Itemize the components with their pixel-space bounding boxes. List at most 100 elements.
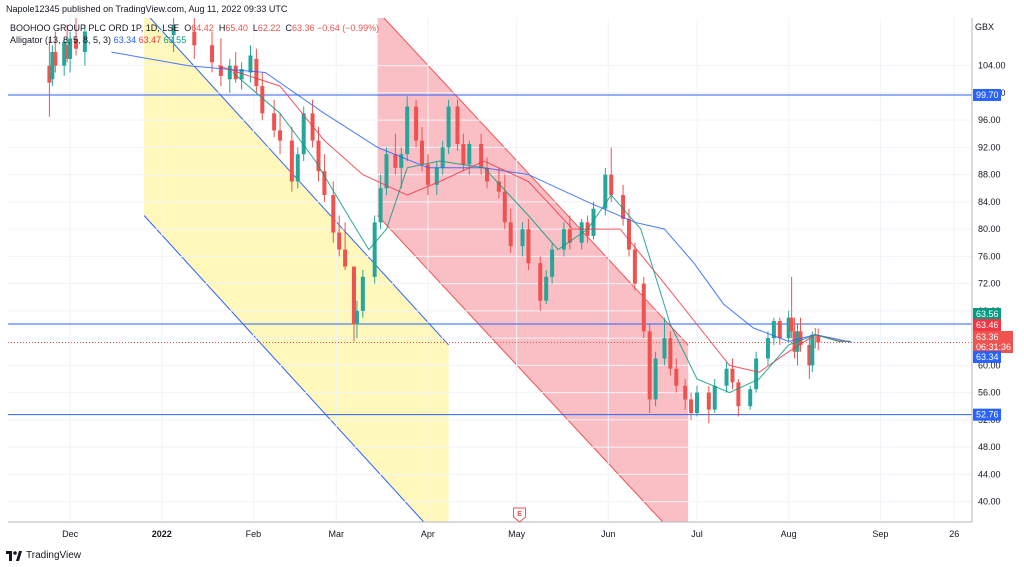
hline-price-bg	[973, 88, 1001, 101]
candle	[736, 378, 741, 417]
y-tick-label: 40.00	[978, 497, 1001, 507]
candle	[810, 331, 815, 373]
candle	[626, 208, 631, 257]
candle-body	[331, 195, 336, 233]
symbol-name: BOOHOO GROUP PLC ORD 1P, 1D, LSE	[10, 23, 180, 33]
candle	[748, 385, 753, 410]
candle	[233, 52, 238, 83]
candle	[360, 270, 365, 318]
footer-brand[interactable]: TradingView	[6, 550, 81, 561]
candle	[378, 174, 383, 230]
candle	[502, 174, 507, 230]
candle	[771, 317, 776, 345]
hline-price-label: 52.76	[973, 408, 1001, 421]
candle	[446, 99, 451, 155]
candle-body	[337, 232, 342, 250]
candle-body	[399, 154, 404, 168]
candle-body	[351, 266, 356, 325]
candle-body	[378, 188, 383, 223]
channel-red-bottom	[377, 215, 664, 522]
candle	[706, 385, 711, 424]
hline-price-label: 99.70	[973, 88, 1001, 101]
candle-body	[419, 140, 424, 165]
candle-body	[689, 399, 694, 414]
candle	[467, 140, 472, 175]
candle	[210, 31, 215, 73]
candle	[550, 242, 555, 284]
hline-price-text: 52.76	[976, 410, 999, 420]
candle	[786, 310, 791, 342]
candle	[440, 140, 445, 175]
candle-body	[754, 358, 759, 390]
candle-body	[706, 392, 711, 410]
candle-body	[591, 208, 596, 236]
price-tag: 63.56	[973, 308, 1001, 320]
candle	[68, 31, 73, 73]
x-tick-label: 26	[949, 529, 959, 539]
candle-body	[434, 167, 439, 185]
candle-body	[455, 106, 460, 144]
tradingview-logo-icon	[6, 550, 22, 561]
candle	[526, 218, 531, 270]
y-tick-label: 80.00	[978, 224, 1001, 234]
candle	[777, 317, 782, 345]
candle	[289, 126, 294, 192]
price-tag-text: 63.36	[976, 332, 999, 342]
candle-body	[343, 249, 348, 267]
y-tick-label: 92.00	[978, 142, 1001, 152]
alligator-jaw-line	[111, 51, 851, 343]
candle-body	[538, 263, 543, 301]
candle-body	[360, 276, 365, 311]
ohlc-c: C63.36	[285, 23, 315, 33]
candle-body	[662, 338, 667, 359]
price-tag: 63.34	[973, 351, 1001, 363]
candle-body	[647, 331, 652, 400]
candle-body	[816, 335, 821, 343]
candle	[372, 215, 377, 284]
price-tag-text: 63.34	[976, 352, 999, 362]
price-tag-bg	[973, 319, 1001, 331]
alligator-label: Alligator (13, 8, 5, 8, 5, 3)	[10, 35, 112, 45]
candle	[807, 338, 812, 379]
y-tick-label: 60.00	[978, 360, 1001, 370]
hline-price-bg	[973, 408, 1001, 421]
candle-body	[561, 229, 566, 250]
candle	[316, 126, 321, 182]
candle	[405, 96, 410, 162]
alligator-lips-line	[232, 72, 851, 394]
candle-body	[461, 144, 466, 165]
candle	[561, 222, 566, 257]
candle-body	[526, 229, 531, 264]
candle	[399, 147, 404, 189]
candle-body	[50, 52, 55, 80]
candle-body	[567, 229, 572, 243]
alligator-layer	[111, 51, 851, 394]
price-tag-text: 63.56	[976, 309, 999, 319]
alligator-row: Alligator (13, 8, 5, 8, 5, 3) 63.34 63.4…	[10, 34, 379, 46]
candle-body	[192, 31, 197, 46]
candle-body	[227, 65, 232, 80]
alligator-jaw-value: 63.34	[113, 35, 137, 45]
candle-body	[239, 69, 244, 80]
candle	[621, 184, 626, 226]
candle-body	[254, 58, 259, 87]
candle	[192, 18, 197, 59]
candle	[419, 126, 424, 172]
candle	[508, 208, 513, 253]
hline-price-text: 99.70	[976, 90, 999, 100]
candle	[354, 300, 359, 339]
price-tag-bg	[973, 351, 1001, 363]
legend: BOOHOO GROUP PLC ORD 1P, 1D, LSE O64.42 …	[10, 22, 379, 46]
y-tick-label: 96.00	[978, 115, 1001, 125]
candle	[254, 48, 259, 93]
candle-body	[641, 283, 646, 332]
candle	[171, 18, 176, 53]
ohlc-o: O64.42	[184, 23, 214, 33]
candle-body	[295, 154, 300, 182]
candle-body	[82, 31, 87, 53]
candle	[792, 317, 797, 359]
x-tick-label: Dec	[62, 529, 79, 539]
channel-yellow	[144, 18, 449, 522]
candle-body	[789, 317, 794, 332]
